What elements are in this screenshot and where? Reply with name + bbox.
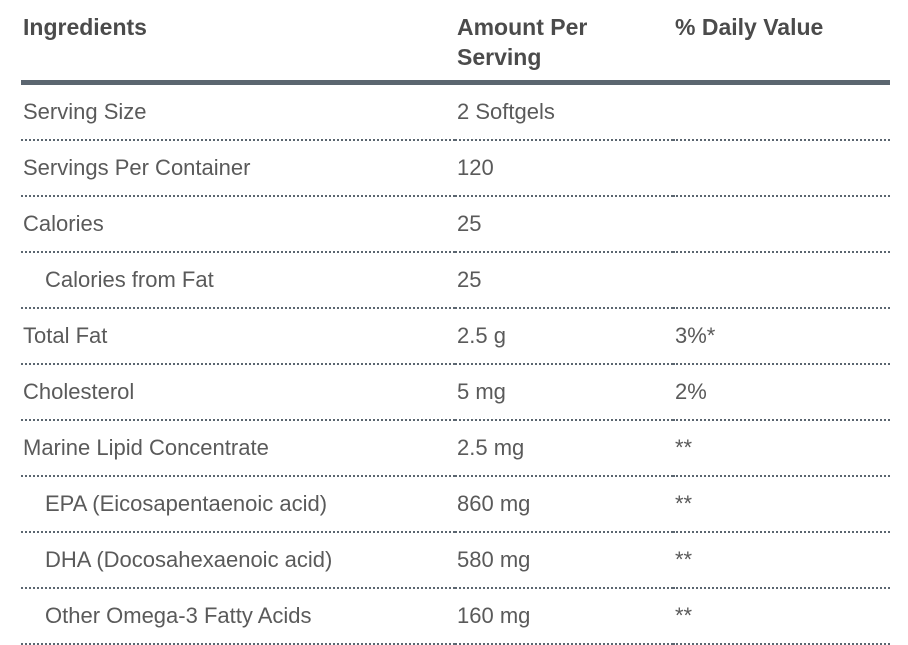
nutrition-facts-table: Ingredients Amount Per Serving % Daily V… [21, 6, 890, 645]
daily-value-cell: 3%* [673, 308, 890, 365]
ingredient-cell: Servings Per Container [21, 140, 455, 197]
daily-value-cell: ** [673, 476, 890, 533]
column-header-ingredients: Ingredients [21, 6, 455, 85]
amount-cell: 160 mg [455, 588, 673, 645]
daily-value-cell: 2% [673, 364, 890, 421]
ingredient-cell: Calories from Fat [21, 252, 455, 309]
table-body: Serving Size 2 Softgels Servings Per Con… [21, 82, 890, 645]
ingredient-cell: Marine Lipid Concentrate [21, 420, 455, 477]
column-header-daily-value: % Daily Value [673, 6, 890, 85]
table-row: Serving Size 2 Softgels [21, 82, 890, 141]
table-row: DHA (Docosahexaenoic acid) 580 mg ** [21, 532, 890, 589]
ingredient-cell: Calories [21, 196, 455, 253]
daily-value-cell: ** [673, 588, 890, 645]
amount-cell: 580 mg [455, 532, 673, 589]
table-row: Cholesterol 5 mg 2% [21, 364, 890, 421]
amount-cell: 25 [455, 252, 673, 309]
ingredient-cell: Other Omega-3 Fatty Acids [21, 588, 455, 645]
amount-cell: 5 mg [455, 364, 673, 421]
ingredient-cell: EPA (Eicosapentaenoic acid) [21, 476, 455, 533]
amount-cell: 2.5 g [455, 308, 673, 365]
daily-value-cell: ** [673, 420, 890, 477]
amount-cell: 120 [455, 140, 673, 197]
column-header-label: Amount Per Serving [457, 14, 588, 70]
column-header-amount-per-serving: Amount Per Serving [455, 6, 673, 85]
table-row: Calories 25 [21, 196, 890, 253]
table-row: EPA (Eicosapentaenoic acid) 860 mg ** [21, 476, 890, 533]
amount-cell: 25 [455, 196, 673, 253]
column-header-label: % Daily Value [675, 14, 824, 40]
ingredient-cell: Serving Size [21, 82, 455, 141]
table-row: Calories from Fat 25 [21, 252, 890, 309]
ingredient-cell: DHA (Docosahexaenoic acid) [21, 532, 455, 589]
daily-value-cell [673, 196, 890, 253]
amount-cell: 2.5 mg [455, 420, 673, 477]
amount-cell: 860 mg [455, 476, 673, 533]
column-header-label: Ingredients [23, 14, 147, 40]
daily-value-cell: ** [673, 532, 890, 589]
amount-cell: 2 Softgels [455, 82, 673, 141]
daily-value-cell [673, 140, 890, 197]
daily-value-cell [673, 82, 890, 141]
table-row: Other Omega-3 Fatty Acids 160 mg ** [21, 588, 890, 645]
table-row: Total Fat 2.5 g 3%* [21, 308, 890, 365]
daily-value-cell [673, 252, 890, 309]
ingredient-cell: Total Fat [21, 308, 455, 365]
header-row: Ingredients Amount Per Serving % Daily V… [21, 6, 890, 85]
table-row: Marine Lipid Concentrate 2.5 mg ** [21, 420, 890, 477]
table-row: Servings Per Container 120 [21, 140, 890, 197]
ingredient-cell: Cholesterol [21, 364, 455, 421]
